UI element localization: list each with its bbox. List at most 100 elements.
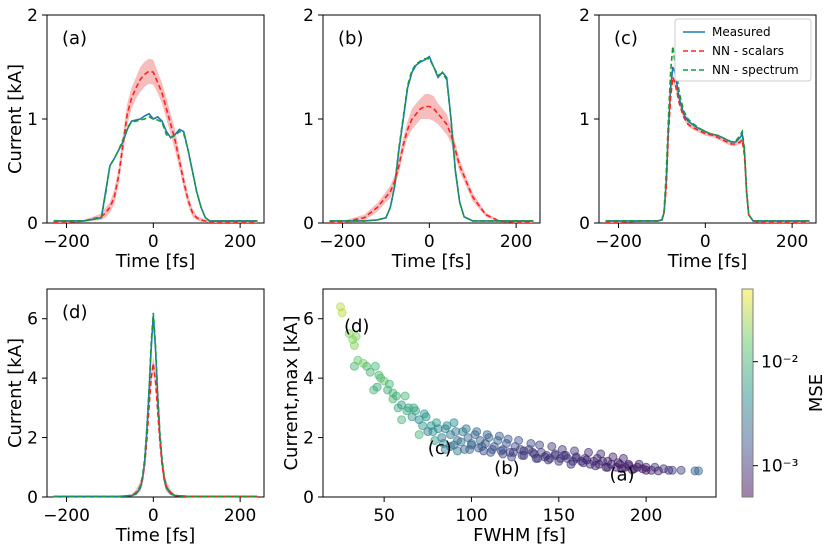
panel-c-xtick-label: 0 [700,232,711,252]
scatter-point [535,440,545,450]
scatter-ytick-label: 0 [303,488,314,508]
scatter-plot: (d) (c) (b) (a) 50 100 150 200 0 2 4 6 FWHM [fs] Curr… [281,302,703,546]
panel-a-label: (a) [62,28,87,49]
legend-nn-scalars-label: NN - scalars [712,44,784,58]
panel-d-xtick-label: 200 [224,506,256,526]
scatter-point [439,439,448,448]
scatter-point [634,459,644,469]
scatter-point [365,367,375,377]
panel-d-ytick-label: 6 [27,310,38,330]
panel-c-nn-scalars-band [605,74,810,223]
colorbar-tick-label: 10⁻³ [761,457,798,477]
scatter-point [391,391,401,401]
panel-d-nn-scalars-line [53,363,258,498]
scatter-annotation: (d) [344,316,369,337]
scatter-point [584,447,593,457]
panel-b-xtick-label: 0 [424,232,435,252]
panel-d-ylabel: Current [kA] [5,338,26,448]
panel-c-ytick-label: 2 [579,6,590,26]
panel-b-ytick-label: 2 [303,6,314,26]
panel-d-label: (d) [62,302,87,323]
scatter-xlabel: FWHM [fs] [473,525,566,546]
scatter-point [376,373,386,383]
colorbar-ticks: 10⁻³ 10⁻² [753,353,798,477]
panel-c-nn-spectrum-line [605,46,810,222]
panel-b-xlabel: Time [fs] [391,251,472,272]
scatter-point [414,430,424,440]
scatter-point [507,452,517,462]
scatter-point [430,436,440,445]
scatter-point [411,406,421,416]
panel-c-ytick-label: 0 [579,214,590,234]
scatter-point [556,453,565,463]
legend: Measured NN - scalars NN - spectrum [674,18,812,82]
scatter-point [372,382,382,392]
scatter-point [508,447,518,457]
panel-c-xlabel: Time [fs] [667,251,748,272]
scatter-point [465,445,475,454]
scatter-annotation: (b) [494,458,519,479]
scatter-annotation: (a) [609,465,634,486]
colorbar: 10⁻³ 10⁻² MSE [741,288,827,498]
panel-d-frame [46,288,265,498]
scatter-point [591,461,600,471]
scatter-point [442,421,452,431]
panel-a-nn-scalars-line [53,70,258,223]
panel-a-nn-spectrum-line [53,116,258,222]
scatter-point [486,447,496,457]
scatter-point [351,332,361,341]
panel-a-ytick-label: 1 [27,110,38,130]
legend-measured-label: Measured [712,25,771,39]
scatter-point [664,465,674,475]
scatter-point [526,439,536,448]
scatter-point [446,430,455,440]
scatter-point [557,445,567,454]
panel-b-xtick-label: 200 [500,232,532,252]
scatter-point [596,449,606,459]
panel-b-xtick-label: −200 [319,232,366,252]
scatter-point [503,434,513,444]
panel-b-nn-scalars-line [329,105,534,223]
scatter-point [418,421,428,431]
scatter-point [451,427,461,437]
legend-nn-spectrum-label: NN - spectrum [712,63,799,77]
scatter-point [627,465,637,475]
scatter-xtick-label: 200 [630,506,662,526]
legend-box [674,18,812,82]
scatter-point [570,446,579,456]
scatter-point [472,427,482,437]
scatter-point [676,465,686,475]
scatter-point [531,453,541,463]
panel-c-label: (c) [614,28,638,49]
panel-d-xtick-label: −200 [43,506,90,526]
panel-b-nn-spectrum-line [329,57,534,222]
scatter-point [653,466,663,476]
scatter-ylabel: Current,max [kA] [281,315,302,470]
panel-d-xlabel: Time [fs] [115,525,196,546]
scatter-point [477,442,487,451]
scatter-point [456,437,466,447]
panel-a-measured-line [53,112,258,222]
panel-d-ytick-label: 4 [27,369,38,389]
scatter-point [494,431,504,441]
scatter-annotation: (c) [428,438,452,459]
panel-b-nn-scalars-band [329,94,534,223]
scatter-point [461,424,471,434]
scatter-xtick-label: 100 [455,506,487,526]
scatter-ytick-label: 6 [303,310,314,330]
scatter-point [578,458,588,468]
scatter-xtick-label: 50 [373,506,395,526]
scatter-point [400,391,410,401]
panel-b-label: (b) [338,28,363,49]
panel-d-ytick-label: 0 [27,488,38,508]
panel-c-nn-scalars-line [605,77,810,223]
scatter-point [496,446,506,456]
panel-a-nn-scalars-band [53,58,258,224]
scatter-point [608,452,618,462]
panel-d-ytick-label: 2 [27,429,38,449]
scatter-point [618,453,628,463]
colorbar-label: MSE [806,374,827,412]
